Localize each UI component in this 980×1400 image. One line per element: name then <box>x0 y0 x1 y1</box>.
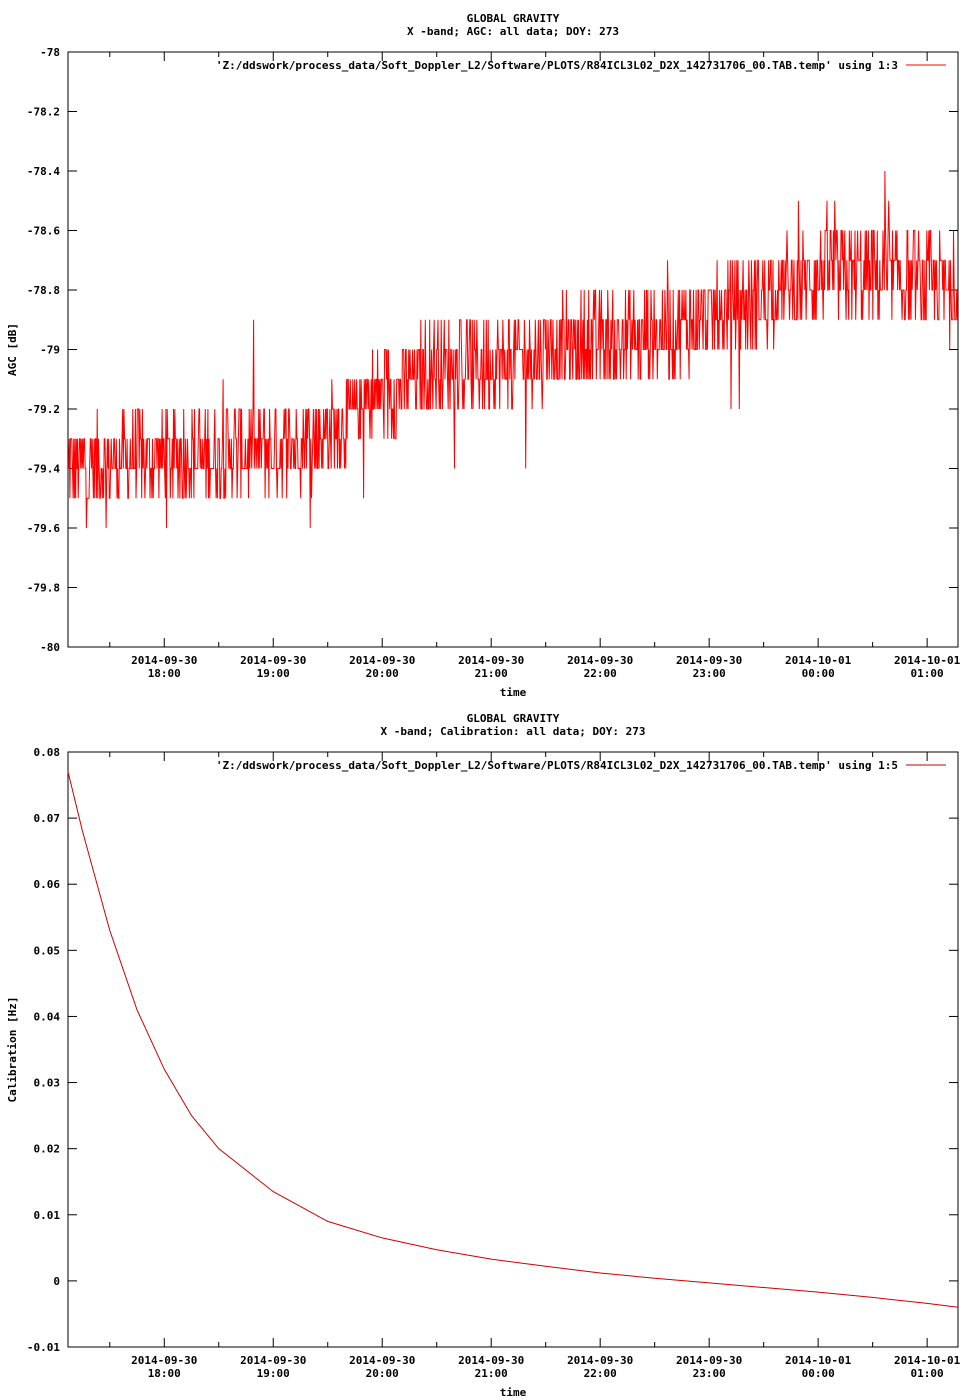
chart-2-x-axis-label: time <box>500 1386 527 1399</box>
chart-1-x-tick-date: 2014-09-30 <box>676 654 742 667</box>
chart-2-y-tick-label: 0.01 <box>34 1209 61 1222</box>
chart-1-x-tick-time: 22:00 <box>584 667 617 680</box>
chart-2-x-tick-date: 2014-09-30 <box>458 1354 524 1367</box>
chart-2-plot-frame <box>67 751 959 1348</box>
chart-1-y-tick-label: -80 <box>40 641 60 654</box>
chart-2-x-tick-date: 2014-10-01 <box>894 1354 961 1367</box>
chart-2-y-tick-label: 0.04 <box>34 1010 61 1023</box>
chart-1-y-tick-label: -79.6 <box>27 522 60 535</box>
chart-1-x-tick-time: 00:00 <box>802 667 835 680</box>
chart-2-y-tick-label: 0.03 <box>34 1077 61 1090</box>
chart-2-y-tick-label: 0.07 <box>34 812 61 825</box>
chart-2-x-tick-time: 23:00 <box>693 1367 726 1380</box>
chart-2-y-tick-label: 0.06 <box>34 878 61 891</box>
chart-1-series-line <box>68 170 958 529</box>
chart-2-x-tick-date: 2014-09-30 <box>131 1354 197 1367</box>
chart-2-x-tick-time: 19:00 <box>257 1367 290 1380</box>
chart-1-y-tick-label: -78.6 <box>27 225 60 238</box>
chart-2-x-tick-date: 2014-09-30 <box>676 1354 742 1367</box>
chart-2-series-line <box>67 771 959 1308</box>
chart-1-x-axis-label: time <box>500 686 527 699</box>
chart-2-x-tick-date: 2014-09-30 <box>567 1354 633 1367</box>
chart-2-y-axis-label: Calibration [Hz] <box>6 997 19 1103</box>
chart-1-legend-label: 'Z:/ddswork/process_data/Soft_Doppler_L2… <box>216 59 898 72</box>
chart-1-x-tick-date: 2014-10-01 <box>894 654 961 667</box>
chart-1-x-tick-date: 2014-09-30 <box>349 654 415 667</box>
chart-2-x-tick-time: 01:00 <box>911 1367 944 1380</box>
chart-2-y-tick-label: 0.08 <box>34 746 61 759</box>
chart-1-y-tick-label: -78.4 <box>27 165 60 178</box>
chart-1-y-tick-label: -79 <box>40 344 60 357</box>
chart-2-x-tick-date: 2014-09-30 <box>240 1354 306 1367</box>
chart-2-y-tick-label: 0.02 <box>34 1143 61 1156</box>
chart-1-x-tick-time: 18:00 <box>148 667 181 680</box>
chart-1-x-tick-time: 21:00 <box>475 667 508 680</box>
chart-1-x-tick-time: 01:00 <box>911 667 944 680</box>
chart-2-y-tick-label: 0.05 <box>34 944 61 957</box>
chart-2-title: GLOBAL GRAVITY <box>467 712 560 725</box>
chart-1-title: GLOBAL GRAVITY <box>467 12 560 25</box>
chart-1-plot-frame <box>67 51 959 648</box>
chart-2-subtitle: X -band; Calibration: all data; DOY: 273 <box>381 725 646 738</box>
chart-1-y-axis-label: AGC [dB] <box>6 323 19 376</box>
chart-1-x-tick-date: 2014-09-30 <box>131 654 197 667</box>
chart-1-y-tick-label: -79.2 <box>27 403 60 416</box>
chart-2-x-tick-date: 2014-10-01 <box>785 1354 852 1367</box>
chart-1-y-tick-label: -78 <box>40 46 60 59</box>
chart-1-x-tick-time: 19:00 <box>257 667 290 680</box>
chart-1-x-tick-date: 2014-09-30 <box>458 654 524 667</box>
chart-1-x-tick-date: 2014-10-01 <box>785 654 852 667</box>
chart-2-x-tick-time: 00:00 <box>802 1367 835 1380</box>
chart-2-legend-label: 'Z:/ddswork/process_data/Soft_Doppler_L2… <box>216 759 898 772</box>
chart-1-y-tick-label: -78.8 <box>27 284 60 297</box>
chart-1-x-tick-time: 20:00 <box>366 667 399 680</box>
chart-2-x-tick-time: 20:00 <box>366 1367 399 1380</box>
chart-1-x-tick-date: 2014-09-30 <box>567 654 633 667</box>
chart-2-x-tick-time: 22:00 <box>584 1367 617 1380</box>
chart-2-y-tick-label: 0 <box>53 1275 60 1288</box>
chart-2-x-tick-time: 18:00 <box>148 1367 181 1380</box>
chart-1-y-tick-label: -79.8 <box>27 582 60 595</box>
chart-1-y-tick-label: -79.4 <box>27 463 60 476</box>
chart-1-y-tick-label: -78.2 <box>27 106 60 119</box>
chart-1-x-tick-date: 2014-09-30 <box>240 654 306 667</box>
chart-2-y-tick-label: -0.01 <box>27 1341 60 1354</box>
chart-1-x-tick-time: 23:00 <box>693 667 726 680</box>
chart-2-x-tick-date: 2014-09-30 <box>349 1354 415 1367</box>
chart-1-subtitle: X -band; AGC: all data; DOY: 273 <box>407 25 619 38</box>
chart-2-x-tick-time: 21:00 <box>475 1367 508 1380</box>
